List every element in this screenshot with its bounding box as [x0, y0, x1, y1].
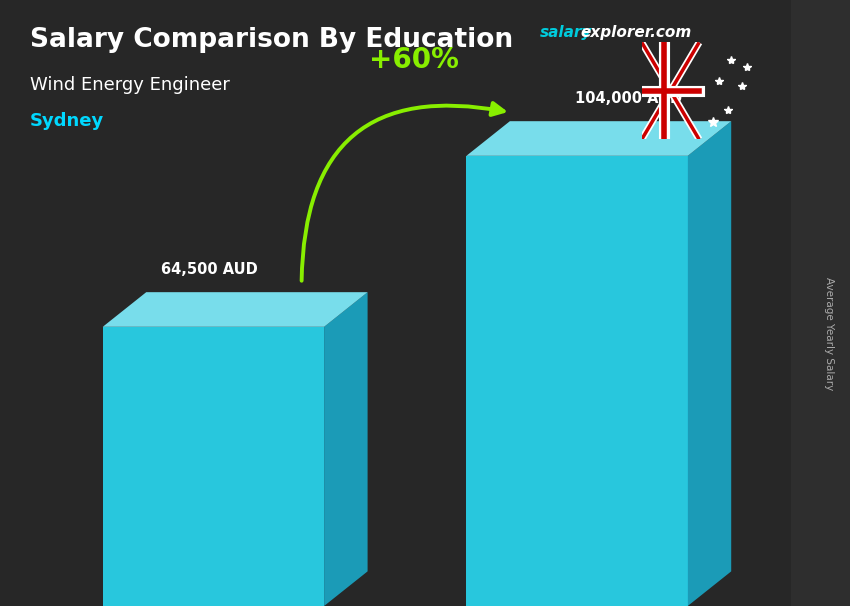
- Polygon shape: [103, 292, 367, 327]
- Text: Sydney: Sydney: [30, 112, 104, 130]
- Polygon shape: [467, 121, 731, 156]
- Text: 64,500 AUD: 64,500 AUD: [162, 262, 258, 277]
- Text: Average Yearly Salary: Average Yearly Salary: [824, 277, 834, 390]
- Polygon shape: [467, 156, 688, 606]
- Polygon shape: [0, 0, 790, 606]
- Text: 104,000 AUD: 104,000 AUD: [575, 91, 682, 106]
- Text: Wind Energy Engineer: Wind Energy Engineer: [30, 76, 230, 94]
- Polygon shape: [688, 121, 731, 606]
- Text: explorer.com: explorer.com: [581, 25, 692, 41]
- Polygon shape: [103, 327, 324, 606]
- Text: Salary Comparison By Education: Salary Comparison By Education: [30, 27, 513, 53]
- Polygon shape: [324, 292, 367, 606]
- Text: salary: salary: [540, 25, 592, 41]
- Text: +60%: +60%: [369, 45, 459, 73]
